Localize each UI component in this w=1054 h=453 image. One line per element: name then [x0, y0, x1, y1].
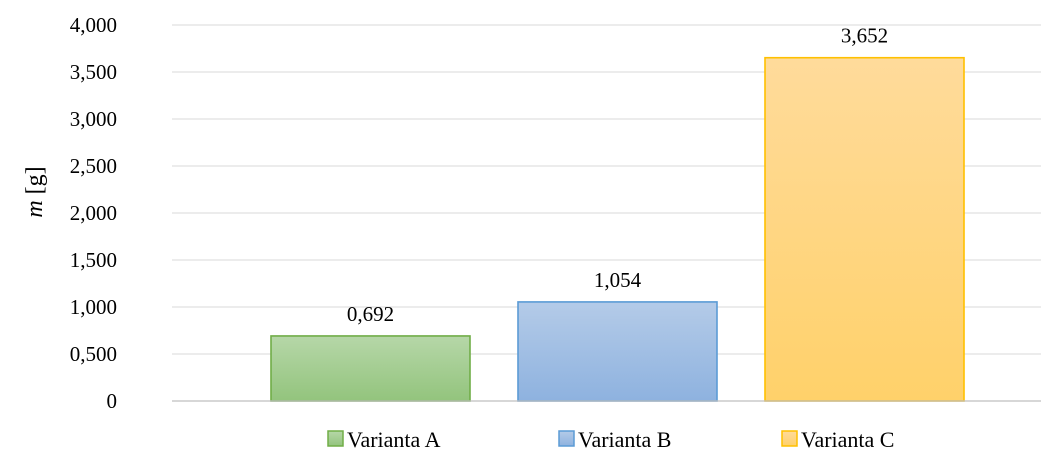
- bar-varianta-b: [517, 301, 718, 402]
- y-tick-label: 0,500: [70, 342, 117, 366]
- data-label: 3,652: [841, 24, 888, 48]
- gridlines: [172, 24, 1041, 355]
- y-tick-label: 0: [107, 389, 118, 413]
- y-tick-label: 1,500: [70, 248, 117, 272]
- legend-item-varianta-a: Varianta A: [327, 427, 441, 452]
- legend-swatch: [558, 430, 575, 447]
- y-tick-label: 2,000: [70, 201, 117, 225]
- legend-item-varianta-b: Varianta B: [558, 427, 671, 452]
- y-tick-label: 4,000: [70, 13, 117, 37]
- data-label: 1,054: [594, 268, 642, 292]
- y-axis-tick-labels: 0 0,500 1,000 1,500 2,000 2,500 3,000 3,500 4,00…: [70, 13, 117, 413]
- y-tick-label: 3,500: [70, 60, 117, 84]
- data-labels: 0,692 1,054 3,652: [347, 24, 888, 326]
- legend-label: Varianta C: [801, 427, 894, 452]
- y-tick-label: 2,500: [70, 154, 117, 178]
- y-axis-unit: [g]: [22, 166, 48, 194]
- legend-label: Varianta A: [347, 427, 441, 452]
- data-label: 0,692: [347, 302, 394, 326]
- bar-varianta-c: [764, 56, 965, 402]
- legend-label: Varianta B: [578, 427, 671, 452]
- y-tick-label: 1,000: [70, 295, 117, 319]
- legend: Varianta A Varianta B Varianta C: [327, 427, 894, 452]
- legend-swatch: [327, 430, 344, 447]
- bar-varianta-a: [270, 335, 471, 402]
- legend-item-varianta-c: Varianta C: [781, 427, 894, 452]
- y-axis-title: m [g]: [22, 166, 48, 217]
- y-tick-label: 3,000: [70, 107, 117, 131]
- bars: [270, 56, 965, 402]
- legend-swatch: [781, 430, 798, 447]
- y-axis-variable: m: [22, 200, 48, 217]
